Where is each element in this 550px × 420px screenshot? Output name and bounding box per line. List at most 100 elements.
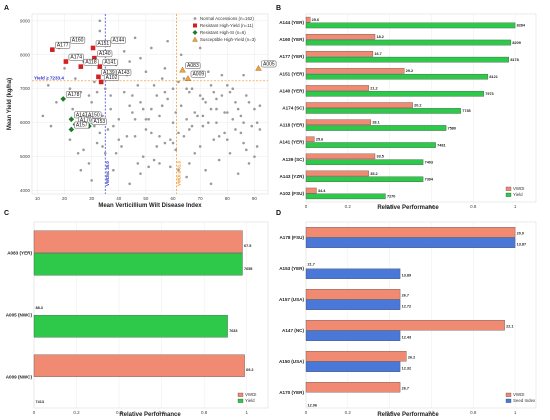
panel-b-bar-vwdi-a139-sc (305, 153, 376, 160)
normal-accession-point (220, 73, 224, 77)
panel-b-legend-swatch-vwdi (505, 186, 512, 191)
resistant-high-si-a157-label-box (74, 121, 90, 129)
panel-b-value-vwdi-a139-sc: 33.5 (377, 155, 384, 159)
panel-b-value-vwdi-a118-yer: 28.1 (372, 120, 379, 124)
panel-c-value-yield-a009-nwc: 7413 (36, 400, 44, 404)
normal-accession-point (239, 131, 243, 135)
normal-accession-point (136, 84, 140, 87)
panel-c-bar-yield-a005-nwc (33, 315, 228, 338)
panel-c-legend-label-yield: Yield (245, 398, 255, 403)
panel-b-category-label: A118 (YER) (279, 123, 304, 128)
normal-accession-point (87, 94, 91, 97)
normal-accession-point (215, 97, 218, 101)
panel-d-bars: 0 0.2 0.4 0.6 0.8 1 A178 (FSU) 20.0 13.87 A153 (Y… (279, 221, 537, 418)
resistant-high-yield-point-a177 (50, 47, 55, 52)
panel-d-bar-seed-index-a147-nc (305, 330, 401, 341)
resistant-high-yield-point-a151 (90, 45, 96, 51)
panel-b-bar-vwdi-a143-yzr (305, 170, 369, 177)
normal-accession-point (177, 168, 180, 172)
normal-accession-point (141, 107, 145, 111)
panel-a-xtick: 20 (62, 196, 68, 201)
normal-accession-point (63, 67, 66, 70)
panel-b-bar-vwdi-a151-yer (305, 68, 405, 74)
panel-b-value-yield-a102-fsu: 7270 (387, 195, 395, 199)
panel-c-bars: 0 0.2 0.4 0.6 0.8 1 A083 (YER) 67.5 7655 A005 (NW… (6, 221, 269, 418)
normal-accession-point (198, 46, 202, 50)
normal-accession-point (155, 145, 159, 148)
panel-b-category-label: A144 (YER) (279, 20, 304, 25)
normal-accession-point (103, 151, 107, 155)
legend-marker-resistant-si (192, 30, 198, 35)
resistant-high-yield-point-a140 (92, 55, 97, 61)
normal-accession-point (201, 124, 205, 128)
normal-accession-point (198, 145, 202, 148)
normal-accession-point (93, 124, 96, 128)
resistant-high-yield-a140-label-box (97, 50, 113, 58)
panel-d-bar-seed-index-a150-usa (305, 361, 401, 372)
yield-threshold-label: Yield ≥ 7233.4 (34, 75, 64, 80)
normal-accession-point (174, 148, 178, 152)
panel-b-legend-label-yield: Yield (513, 192, 523, 197)
normal-accession-point (93, 80, 96, 84)
vwdi-high-threshold-label: VWDI ≥ 61.3 (177, 161, 182, 186)
panel-b-value-vwdi-a140-yer: 21.2 (370, 86, 377, 90)
panel-c-value-vwdi-a083-yer: 67.5 (244, 244, 251, 248)
resistant-high-yield-a144-label-box (110, 36, 126, 44)
panel-b-value-yield-a174-sc: 7735 (462, 109, 470, 113)
panel-b-bar-yield-a151-yer (305, 73, 489, 80)
normal-accession-point (226, 111, 229, 114)
normal-accession-point (231, 87, 235, 91)
panel-c-bar-yield-a083-yer (33, 253, 243, 276)
resistant-high-yield-a177-label: A177 (57, 43, 69, 49)
panel-b-value-yield-a144-yer: 8284 (517, 24, 526, 28)
resistant-high-si-a153-label-box (91, 118, 107, 125)
panel-c-category-label: A005 (NWC) (6, 313, 33, 318)
normal-accession-point (158, 162, 161, 165)
panel-a-xtick: 10 (35, 196, 41, 201)
legend-label-normal-accessions-n-162: Normal Accessions (n=162) (200, 16, 254, 21)
normal-accession-point (193, 151, 197, 155)
panel-d-bar-seed-index-a178-fsu (305, 237, 516, 248)
normal-accession-point (212, 90, 216, 94)
panel-b-value-yield-a177-yer: 8178 (510, 58, 518, 62)
normal-accession-point (109, 94, 112, 97)
resistant-high-yield-a174-label-box (68, 53, 84, 61)
normal-accession-point (220, 94, 224, 97)
panel-d-value-vwdi-a170-yer: 26.7 (402, 387, 409, 391)
panel-c-value-yield-a005-nwc: 7633 (229, 329, 237, 333)
panel-a-xtick: 90 (252, 196, 258, 201)
normal-accession-point (212, 138, 216, 141)
resistant-high-si-a153-label: A153 (93, 119, 105, 125)
panel-b-value-yield-a143-yzr: 7394 (425, 178, 434, 182)
panel-d-xlabel: Relative Performance (377, 412, 439, 418)
panel-d-bar-seed-index-a153-yer (305, 268, 401, 279)
normal-accession-point (106, 128, 110, 131)
normal-accession-point (144, 128, 148, 131)
normal-accession-point (133, 117, 137, 121)
panel-a-legend: Normal Accessions (n=162) Resistant High-… (192, 16, 256, 42)
panel-b-value-yield-a118-yer: 7580 (448, 126, 456, 130)
normal-accession-point (234, 101, 237, 104)
panel-b-bar-yield-a177-yer (305, 56, 509, 63)
panel-a-ytick: 8000 (20, 52, 31, 57)
panel-b-bar-yield-a139-sc (305, 159, 424, 165)
normal-accession-point (171, 87, 175, 91)
normal-accession-point (201, 114, 205, 118)
panel-label-b: B (276, 5, 281, 12)
panel-d-xtick: 0 (305, 410, 308, 415)
panel-d-value-vwdi-a147-nc: 22.1 (506, 325, 513, 329)
normal-accession-point (136, 162, 140, 165)
normal-accession-point (95, 141, 99, 145)
normal-accession-point (217, 158, 221, 162)
panel-b-legend-label-vwdi: VWDI (513, 186, 524, 191)
resistant-high-yield-a139-label: A139 (103, 70, 115, 76)
resistant-high-si-a150-label-box (86, 111, 102, 119)
normal-accession-point (209, 107, 213, 111)
normal-accession-point (128, 60, 131, 63)
panel-a-ytick: 9000 (20, 18, 31, 23)
normal-accession-point (244, 148, 248, 152)
normal-accession-point (177, 131, 180, 135)
legend-marker-resistant-yield (193, 23, 197, 28)
resistant-high-yield-a144-label: A144 (112, 38, 124, 44)
